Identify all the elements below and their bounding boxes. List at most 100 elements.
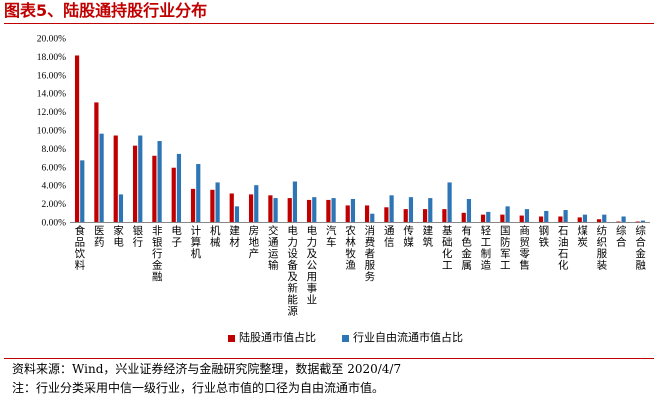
x-tick-label: 电子 xyxy=(171,224,182,249)
x-tick-label: 有色金属 xyxy=(461,224,472,272)
footer-rule xyxy=(4,358,654,359)
bar-series-1 xyxy=(461,212,466,222)
bar-series-2 xyxy=(582,214,588,222)
bar-series-2 xyxy=(292,181,298,222)
y-tick-label: 8.00% xyxy=(41,145,66,155)
bar-series-2 xyxy=(447,182,452,222)
x-tick-label: 银行 xyxy=(133,224,144,249)
bar-series-2 xyxy=(234,206,240,222)
bar-series-1 xyxy=(442,209,447,222)
bar-series-2 xyxy=(389,195,394,222)
bar-series-1 xyxy=(577,217,582,222)
x-tick-label: 轻工制造 xyxy=(481,224,492,272)
bar-series-2 xyxy=(350,199,356,222)
bar-series-1 xyxy=(596,219,602,222)
x-tick-label: 国防军工 xyxy=(500,225,511,272)
x-tick-label: 煤炭 xyxy=(577,224,588,249)
x-tick-label: 建筑 xyxy=(423,224,434,249)
legend-swatch-1 xyxy=(228,334,235,342)
bar-series-2 xyxy=(408,197,414,222)
x-tick-label: 计算机 xyxy=(191,224,202,260)
x-tick-label: 通信 xyxy=(384,225,395,249)
bar-series-1 xyxy=(480,214,486,222)
bar-series-2 xyxy=(621,216,626,222)
bar-series-2 xyxy=(466,199,472,222)
bar-series-1 xyxy=(113,135,118,222)
y-tick-label: 16.00% xyxy=(37,71,66,81)
bar-series-2 xyxy=(505,206,510,222)
y-tick-label: 2.00% xyxy=(41,200,66,210)
bar-series-1 xyxy=(403,209,408,222)
legend-label-2: 行业自由流通市值占比 xyxy=(353,331,463,344)
bar-series-1 xyxy=(94,102,99,222)
bar-series-1 xyxy=(152,155,157,222)
bar-series-2 xyxy=(99,133,104,222)
bar-series-1 xyxy=(519,215,524,222)
bar-series-2 xyxy=(215,182,220,222)
x-tick-label: 消费者服务 xyxy=(365,224,376,283)
x-tick-label: 汽车 xyxy=(326,224,337,249)
bar-series-2 xyxy=(312,197,317,222)
bar-series-1 xyxy=(538,216,544,222)
bar-series-2 xyxy=(254,185,259,222)
legend-swatch-2 xyxy=(342,334,349,342)
legend-item-2: 行业自由流通市值占比 xyxy=(342,331,463,345)
x-tick-label: 非银行金融 xyxy=(152,225,163,283)
bar-series-1 xyxy=(171,167,176,222)
x-tick-label: 食品饮料 xyxy=(75,224,86,272)
title-rule xyxy=(4,23,654,24)
x-tick-label: 纺织服装 xyxy=(597,224,608,272)
x-tick-label: 医药 xyxy=(94,225,105,249)
bar-series-1 xyxy=(422,209,428,222)
x-tick-label: 交通运输 xyxy=(268,224,279,272)
x-tick-label: 电力及公用事业 xyxy=(307,224,318,306)
bar-series-1 xyxy=(345,205,350,222)
y-tick-label: 12.00% xyxy=(37,108,66,118)
bar-series-2 xyxy=(80,160,85,222)
bar-series-1 xyxy=(248,194,254,222)
y-tick-label: 20.00% xyxy=(37,35,66,45)
bar-series-2 xyxy=(524,209,530,222)
bar-series-2 xyxy=(176,153,182,222)
x-tick-label: 房地产 xyxy=(249,224,260,260)
x-tick-label: 石油石化 xyxy=(558,225,569,272)
bar-series-2 xyxy=(563,210,568,222)
bar-series-1 xyxy=(268,195,273,222)
bar-series-2 xyxy=(486,211,491,222)
bar-series-1 xyxy=(132,145,138,222)
y-tick-label: 14.00% xyxy=(37,90,66,100)
bar-series-1 xyxy=(74,55,80,223)
bar-series-1 xyxy=(190,188,196,222)
bar-series-1 xyxy=(326,199,331,222)
bar-series-2 xyxy=(273,198,278,222)
bar-series-2 xyxy=(428,198,433,222)
x-tick-label: 电力设备及新能源 xyxy=(287,224,298,318)
x-tick-label: 钢铁 xyxy=(539,224,550,249)
x-tick-label: 商贸零售 xyxy=(519,224,530,272)
bar-series-2 xyxy=(370,213,375,222)
x-tick-label: 建材 xyxy=(229,224,240,249)
bar-series-2 xyxy=(640,220,646,222)
x-tick-label: 综合金融 xyxy=(635,224,646,272)
bar-series-1 xyxy=(364,205,370,222)
bar-series-1 xyxy=(635,221,640,223)
source-note: 资料来源：Wind，兴业证券经济与金融研究院整理，数据截至 2020/4/7 xyxy=(12,362,402,376)
bar-series-2 xyxy=(544,210,549,222)
bar-series-2 xyxy=(602,214,607,222)
bar-series-1 xyxy=(287,198,292,222)
bar-series-1 xyxy=(306,199,312,222)
bar-series-1 xyxy=(500,214,505,222)
bar-series-1 xyxy=(384,207,389,222)
y-tick-label: 6.00% xyxy=(41,163,66,173)
x-tick-label: 传媒 xyxy=(403,225,414,249)
figure-title: 图表5、陆股通持股行业分布 xyxy=(4,1,208,20)
y-tick-label: 18.00% xyxy=(37,53,66,63)
x-tick-label: 基础化工 xyxy=(442,224,453,272)
bar-series-2 xyxy=(118,194,124,222)
legend-item-1: 陆股通市值占比 xyxy=(228,331,316,345)
y-tick-label: 10.00% xyxy=(37,127,66,137)
bar-series-1 xyxy=(616,221,621,223)
bar-series-2 xyxy=(331,198,336,222)
x-tick-label: 农林牧渔 xyxy=(345,224,356,272)
